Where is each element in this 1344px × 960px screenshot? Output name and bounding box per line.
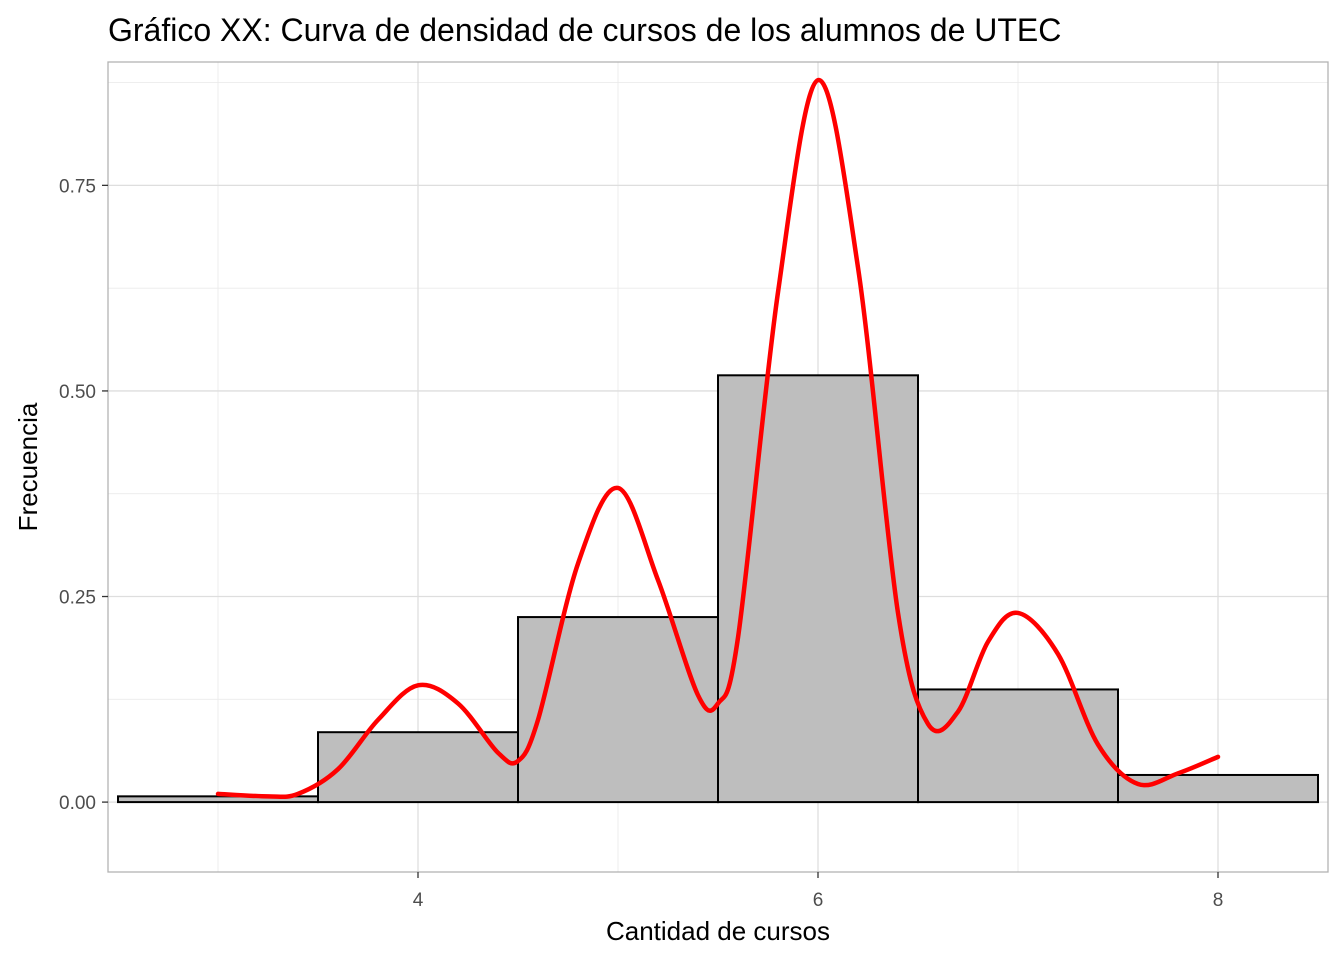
y-tick-label: 0.50 <box>59 382 96 403</box>
histogram-bar <box>517 616 719 804</box>
x-tick-label: 4 <box>413 890 424 911</box>
density-curve <box>215 77 1221 800</box>
histogram-bar <box>317 731 519 804</box>
histogram-bar <box>1117 773 1319 804</box>
x-tick-label: 6 <box>813 890 824 911</box>
x-axis-ticks: 4 6 8 <box>413 872 1224 911</box>
plot-panel-border <box>107 61 1329 873</box>
x-axis-title: Cantidad de cursos <box>606 916 830 946</box>
x-tick-label: 8 <box>1213 890 1224 911</box>
histogram-bar <box>717 374 919 804</box>
y-tick-label: 0.75 <box>59 176 96 197</box>
histogram-bar <box>917 688 1119 804</box>
y-axis-ticks: 0.00 0.25 0.50 0.75 <box>59 176 108 814</box>
y-tick-label: 0.25 <box>59 588 96 609</box>
histogram-bars <box>117 374 1319 804</box>
y-tick-label: 0.00 <box>59 793 96 814</box>
chart-title: Gráfico XX: Curva de densidad de cursos … <box>108 12 1061 48</box>
y-axis-title: Frecuencia <box>13 402 43 531</box>
